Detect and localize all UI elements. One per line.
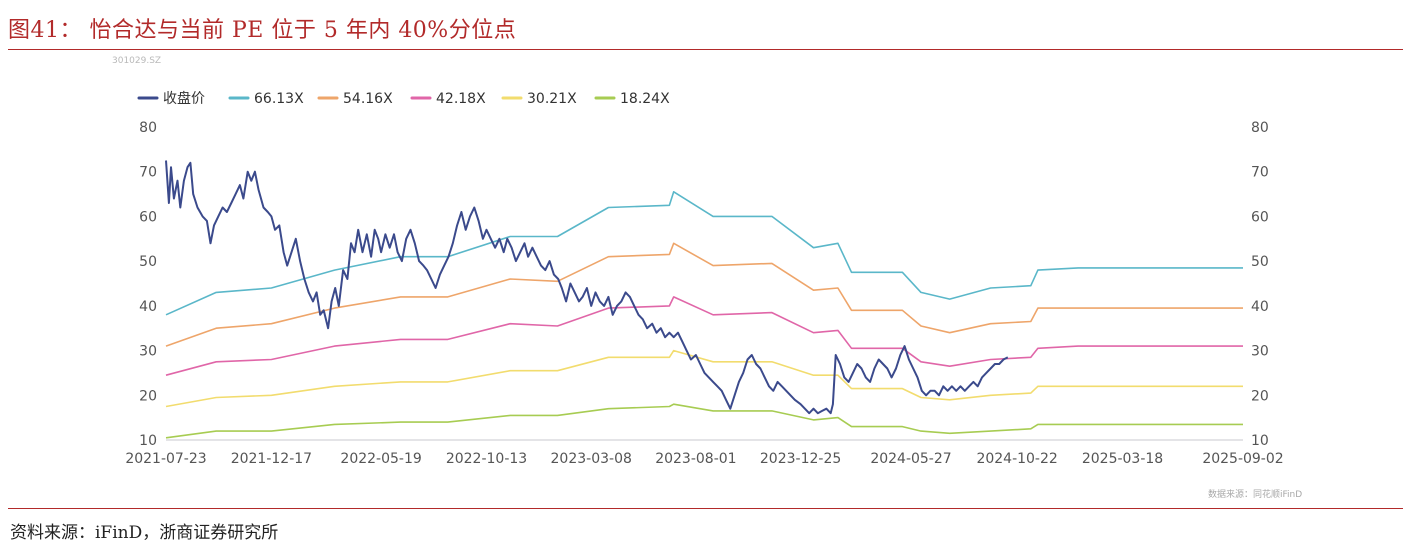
series-line-pe-band [165,349,1243,408]
footer-rule [8,508,1403,509]
legend-label: 54.16X [343,91,393,107]
series-line-pe-band [165,242,1243,347]
y-tick-label-right: 10 [1251,433,1269,449]
legend-label: 30.21X [527,91,577,107]
y-tick-label-left: 60 [139,209,157,225]
y-tick-label-right: 50 [1251,254,1269,270]
x-tick-label: 2024-05-27 [870,451,951,467]
title-rule [8,49,1403,50]
y-tick-label-right: 40 [1251,299,1269,315]
chart-legend: 收盘价 66.13X 54.16X 42.18X 30.21X 18.24X [137,90,670,107]
y-tick-label-left: 40 [139,299,157,315]
y-tick-label-left: 50 [139,254,157,270]
legend-label: 收盘价 [163,90,205,107]
y-tick-label-left: 70 [139,165,157,181]
x-tick-label: 2024-10-22 [976,451,1057,467]
x-tick-label: 2025-09-02 [1202,451,1283,467]
x-tick-label: 2023-12-25 [760,451,841,467]
x-tick-label: 2025-03-18 [1082,451,1163,467]
x-tick-label: 2023-03-08 [551,451,632,467]
chart-series [165,160,1243,439]
series-line-close-price [165,160,1009,415]
data-source-watermark: 数据来源：同花顺iFinD [1208,490,1303,500]
y-tick-label-left: 30 [139,344,157,360]
x-tick-label: 2021-07-23 [125,451,206,467]
series-line-pe-band [165,191,1243,316]
x-axis: 2021-07-23 2021-12-17 2022-05-19 2022-10-13… [125,439,1284,467]
y-axis-left: 10 20 30 40 50 60 70 80 [139,120,157,449]
series-line-pe-band [165,403,1243,439]
y-tick-label-right: 70 [1251,165,1269,181]
y-axis-right: 10 20 30 40 50 60 70 80 [1251,120,1269,449]
legend-label: 66.13X [254,91,304,107]
y-tick-label-right: 60 [1251,209,1269,225]
series-line-pe-band [165,296,1243,376]
x-tick-label: 2023-08-01 [655,451,736,467]
y-tick-label-left: 20 [139,388,157,404]
figure-title: 图41： 怡合达与当前 PE 位于 5 年内 40%分位点 [8,18,517,43]
y-tick-label-right: 80 [1251,120,1269,136]
y-tick-label-right: 20 [1251,388,1269,404]
y-tick-label-left: 80 [139,120,157,136]
stock-code-label: 301029.SZ [112,56,162,66]
source-note: 资料来源：iFinD，浙商证券研究所 [10,523,279,543]
y-tick-label-left: 10 [139,433,157,449]
legend-label: 42.18X [436,91,486,107]
legend-label: 18.24X [620,91,670,107]
x-tick-label: 2022-10-13 [446,451,527,467]
y-tick-label-right: 30 [1251,344,1269,360]
x-tick-label: 2022-05-19 [340,451,421,467]
x-tick-label: 2021-12-17 [231,451,312,467]
